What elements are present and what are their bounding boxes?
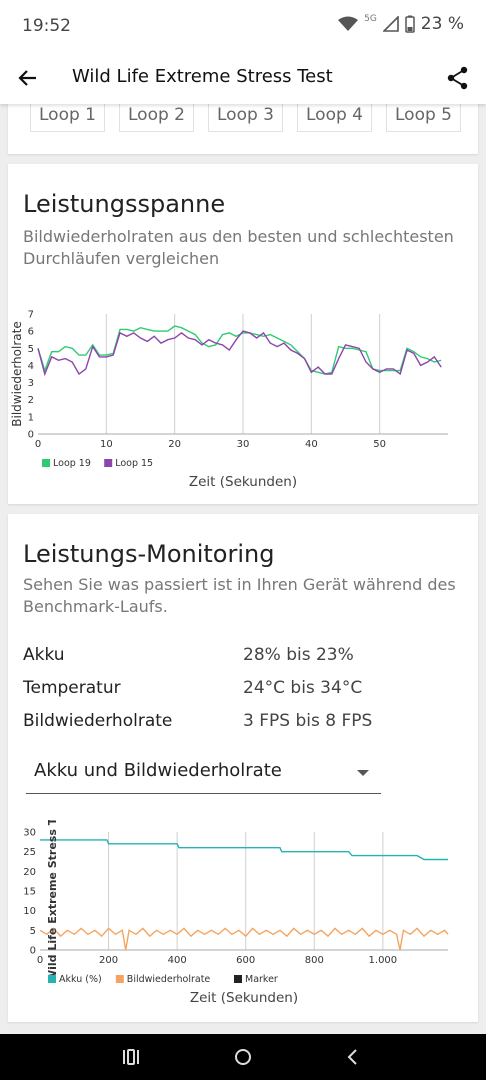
legend-label-1: Akku (%): [59, 974, 102, 985]
legend-label-1: Loop 19: [53, 458, 91, 469]
share-icon[interactable]: [444, 64, 472, 92]
series-line-1: [37, 325, 442, 375]
x-tick-label: 0: [35, 439, 41, 450]
y-tick-label: 6: [28, 327, 34, 338]
y-tick-label: 0: [30, 946, 36, 957]
y-tick-label: 25: [23, 847, 36, 858]
y-tick-label: 15: [23, 887, 36, 898]
recent-apps-icon[interactable]: [118, 1044, 144, 1070]
y-tick-label: 2: [28, 395, 34, 406]
status-bar: 19:52 5G 23 %: [0, 0, 486, 52]
battery-fps-chart: 0 200 400 600 800 1.000 0 5 10 15 20 25 30 Wild Life …: [23, 820, 449, 1006]
legend-label-2: Bildwiederholrate: [127, 974, 211, 985]
y-tick-label: 5: [30, 926, 36, 937]
x-tick-label: 200: [99, 955, 118, 966]
x-tick-label: 10: [100, 439, 113, 450]
x-tick-label: 20: [168, 439, 181, 450]
status-icons: 5G 23 %: [338, 14, 464, 34]
y-tick-label: 5: [28, 344, 34, 355]
network-label: 5G: [364, 14, 377, 24]
y-tick-label: 1: [28, 412, 34, 423]
monitoring-subtitle: Sehen Sie was passiert ist in Ihren Gerä…: [23, 575, 456, 616]
legend-label-3: Marker: [245, 974, 278, 985]
x-tick-label: 600: [236, 955, 255, 966]
series-line-2: [37, 330, 442, 377]
framerate-label: Bildwiederholrate: [23, 711, 173, 731]
x-tick-label: 30: [237, 439, 250, 450]
performance-title: Leistungsspanne: [23, 190, 226, 218]
legend-swatch-2: [115, 975, 124, 983]
home-icon[interactable]: [230, 1044, 256, 1070]
framerate-value: 3 FPS bis 8 FPS: [243, 711, 373, 731]
loop-selector-card: Loop 1 Loop 2 Loop 3 Loop 4 Loop 5: [8, 96, 478, 154]
metric-dropdown[interactable]: Akku und Bildwiederholrate: [26, 754, 381, 794]
status-time: 19:52: [22, 16, 71, 36]
battery-icon: [405, 15, 415, 33]
chevron-down-icon: [357, 770, 369, 776]
legend-swatch-3: [234, 975, 242, 983]
x-axis-label: Zeit (Sekunden): [190, 990, 298, 1006]
x-tick-label: 800: [305, 955, 324, 966]
battery-label: Akku: [23, 645, 65, 665]
performance-range-card: Leistungsspanne Bildwiederholraten aus d…: [8, 164, 478, 504]
back-nav-icon[interactable]: [340, 1044, 366, 1070]
x-tick-label: 0: [37, 955, 43, 966]
metric-dropdown-value: Akku und Bildwiederholrate: [34, 760, 282, 781]
y-tick-label: 10: [23, 906, 36, 917]
performance-monitoring-card: Leistungs-Monitoring Sehen Sie was passi…: [8, 514, 478, 1022]
system-nav-bar: [0, 1034, 486, 1080]
battery-percent: 23 %: [420, 14, 464, 34]
battery-value: 28% bis 23%: [243, 645, 354, 665]
y-axis-label: Bildwiederholrate: [10, 321, 24, 426]
wifi-icon: [338, 16, 359, 31]
app-bar: Wild Life Extreme Stress Test: [0, 52, 486, 104]
y-tick-label: 20: [23, 867, 36, 878]
performance-subtitle: Bildwiederholraten aus den besten und sc…: [23, 227, 454, 268]
page-title: Wild Life Extreme Stress Test: [72, 66, 333, 87]
temperature-value: 24°C bis 34°C: [243, 678, 363, 698]
arrow-left-icon[interactable]: [14, 64, 42, 92]
x-tick-label: 50: [373, 439, 386, 450]
series-line-2: [39, 927, 449, 951]
y-axis-label: Wild Life Extreme Stress Test: [46, 820, 59, 982]
x-tick-label: 400: [168, 955, 187, 966]
x-tick-label: 1.000: [369, 955, 398, 966]
legend-swatch-2: [104, 459, 113, 467]
x-tick-label: 40: [305, 439, 318, 450]
y-tick-label: 0: [28, 430, 34, 441]
y-tick-label: 3: [28, 378, 34, 389]
fps-comparison-chart: 0 10 20 30 40 50 0 1 2 3 4 5 6 7 Bildwiederholrate Loop…: [10, 310, 448, 490]
y-tick-label: 7: [28, 310, 34, 321]
series-line-1: [40, 839, 448, 861]
x-axis-label: Zeit (Sekunden): [189, 474, 297, 490]
monitoring-title: Leistungs-Monitoring: [23, 540, 275, 568]
legend-swatch-1: [48, 975, 56, 983]
y-tick-label: 30: [23, 828, 36, 839]
y-tick-label: 4: [28, 361, 34, 372]
legend-swatch-1: [42, 459, 50, 467]
temperature-label: Temperatur: [23, 678, 121, 698]
signal-icon: [382, 16, 399, 32]
legend-label-2: Loop 15: [115, 458, 153, 469]
